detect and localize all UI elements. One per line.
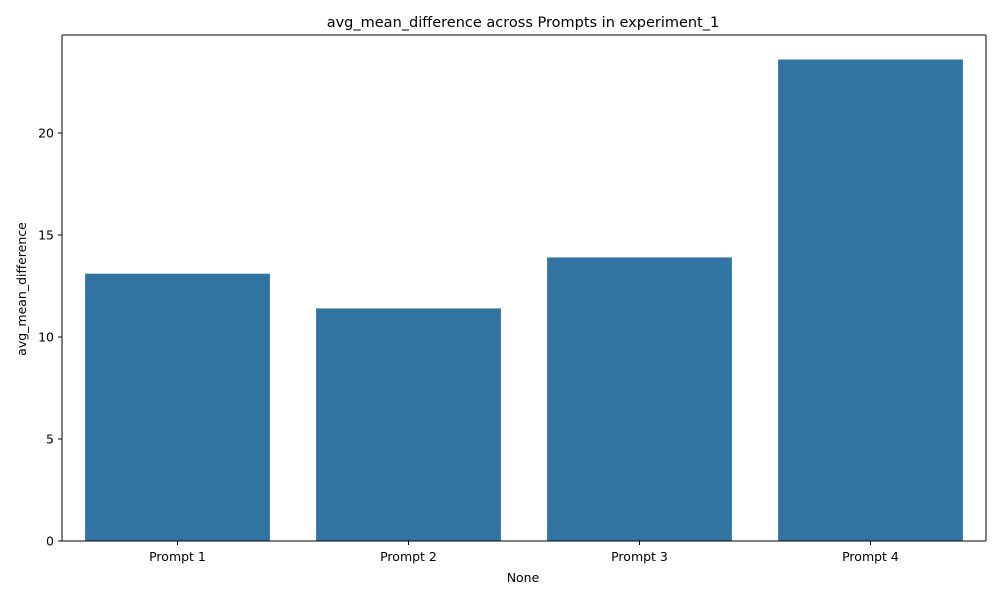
bar-prompt-1 [85,273,270,541]
bar-prompt-4 [778,59,963,541]
x-tick-label: Prompt 2 [380,549,437,564]
x-axis-label: None [507,570,540,585]
y-axis-label: avg_mean_difference [14,222,29,356]
bar-prompt-2 [316,308,501,541]
y-tick-label: 10 [38,329,54,344]
y-tick-label: 5 [46,431,54,446]
chart-title: avg_mean_difference across Prompts in ex… [327,15,720,31]
y-tick-label: 20 [38,125,54,140]
bars-group [85,59,963,541]
x-tick-label: Prompt 4 [842,549,899,564]
x-axis-ticks: Prompt 1 Prompt 2 Prompt 3 Prompt 4 [149,541,899,564]
bar-prompt-3 [547,257,732,541]
y-tick-label: 15 [38,227,54,242]
y-tick-label: 0 [46,534,54,549]
y-axis-ticks: 0 5 10 15 20 [38,125,62,549]
x-tick-label: Prompt 3 [611,549,668,564]
x-tick-label: Prompt 1 [149,549,206,564]
